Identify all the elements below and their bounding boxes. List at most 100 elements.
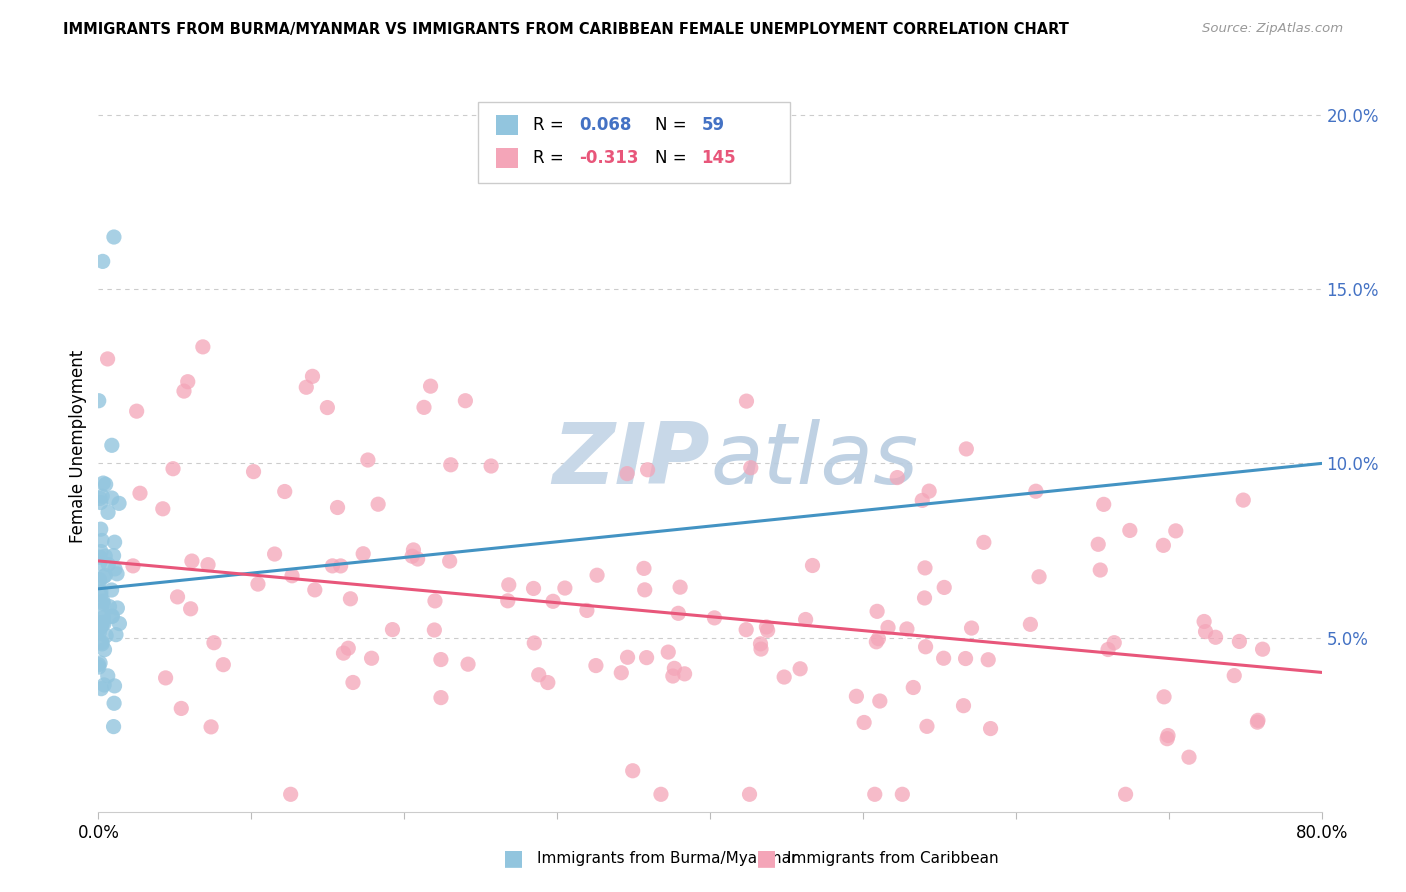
Point xyxy=(669,580,692,594)
Point xyxy=(914,561,936,575)
Point xyxy=(634,582,657,597)
Point xyxy=(89,550,111,565)
Text: ■: ■ xyxy=(503,848,523,868)
Point xyxy=(1152,538,1174,552)
Point xyxy=(703,611,725,625)
Point xyxy=(980,722,1002,736)
Point xyxy=(1232,493,1254,508)
Point xyxy=(100,491,122,505)
Point xyxy=(955,651,977,665)
Point xyxy=(1090,563,1112,577)
Point xyxy=(90,584,112,599)
Point xyxy=(90,635,112,649)
Text: ■: ■ xyxy=(756,848,776,868)
Point xyxy=(94,549,117,563)
Point xyxy=(636,650,658,665)
Point xyxy=(97,669,120,683)
Point xyxy=(740,460,762,475)
Point xyxy=(281,568,304,582)
Point xyxy=(657,645,679,659)
Point xyxy=(357,453,380,467)
FancyBboxPatch shape xyxy=(496,115,517,135)
Point xyxy=(342,675,364,690)
Point xyxy=(1164,524,1187,538)
Point xyxy=(326,500,349,515)
Point xyxy=(108,616,131,631)
Point xyxy=(1223,668,1246,682)
Point xyxy=(1153,690,1175,704)
Point xyxy=(337,641,360,656)
Text: Source: ZipAtlas.com: Source: ZipAtlas.com xyxy=(1202,22,1343,36)
Point xyxy=(321,558,343,573)
Point xyxy=(952,698,974,713)
Point xyxy=(914,640,936,654)
Point xyxy=(152,501,174,516)
Point xyxy=(773,670,796,684)
Point xyxy=(1102,636,1125,650)
Point xyxy=(87,657,110,672)
Point xyxy=(97,351,120,366)
Point xyxy=(523,636,546,650)
Point xyxy=(200,720,222,734)
Point xyxy=(960,621,983,635)
Point xyxy=(87,623,110,637)
Point xyxy=(868,632,890,646)
Point xyxy=(1192,615,1215,629)
Point xyxy=(1119,524,1142,538)
Point xyxy=(863,787,886,801)
FancyBboxPatch shape xyxy=(496,148,517,168)
Point xyxy=(381,623,404,637)
Point xyxy=(621,764,644,778)
Point xyxy=(301,369,323,384)
Point xyxy=(100,609,122,624)
Point xyxy=(316,401,339,415)
Text: -0.313: -0.313 xyxy=(579,149,638,167)
Point xyxy=(1097,642,1119,657)
Point xyxy=(973,535,995,549)
Point xyxy=(845,690,868,704)
Point xyxy=(1247,714,1270,728)
Point xyxy=(101,609,124,624)
Point xyxy=(1156,731,1178,746)
Point xyxy=(496,594,519,608)
Point xyxy=(100,582,122,597)
Point xyxy=(865,635,887,649)
Text: 145: 145 xyxy=(702,149,737,167)
Text: 0.068: 0.068 xyxy=(579,116,631,135)
Point xyxy=(440,458,463,472)
Point xyxy=(1194,624,1216,639)
Point xyxy=(637,463,659,477)
Point xyxy=(91,254,114,268)
Point xyxy=(664,661,686,675)
Point xyxy=(295,380,318,394)
Point xyxy=(1025,484,1047,499)
Text: R =: R = xyxy=(533,116,568,135)
Point xyxy=(89,491,111,506)
Point xyxy=(97,505,120,519)
Point xyxy=(439,554,461,568)
Point xyxy=(246,577,269,591)
Point xyxy=(1019,617,1042,632)
Point xyxy=(177,375,200,389)
Point xyxy=(896,622,918,636)
Point xyxy=(162,461,184,475)
Point xyxy=(93,616,115,631)
Point xyxy=(585,658,607,673)
Point xyxy=(406,552,429,566)
Point xyxy=(1178,750,1201,764)
Text: IMMIGRANTS FROM BURMA/MYANMAR VS IMMIGRANTS FROM CARIBBEAN FEMALE UNEMPLOYMENT C: IMMIGRANTS FROM BURMA/MYANMAR VS IMMIGRA… xyxy=(63,22,1069,37)
Point xyxy=(87,393,110,408)
Point xyxy=(170,701,193,715)
Point xyxy=(125,404,148,418)
Point xyxy=(352,547,374,561)
Point xyxy=(304,582,326,597)
Point xyxy=(280,787,302,801)
Point xyxy=(367,497,389,511)
Text: 59: 59 xyxy=(702,116,724,135)
Point xyxy=(413,401,436,415)
Point xyxy=(180,554,202,568)
Point xyxy=(738,787,761,801)
Point xyxy=(89,656,111,670)
Point xyxy=(212,657,235,672)
Point xyxy=(91,489,114,503)
